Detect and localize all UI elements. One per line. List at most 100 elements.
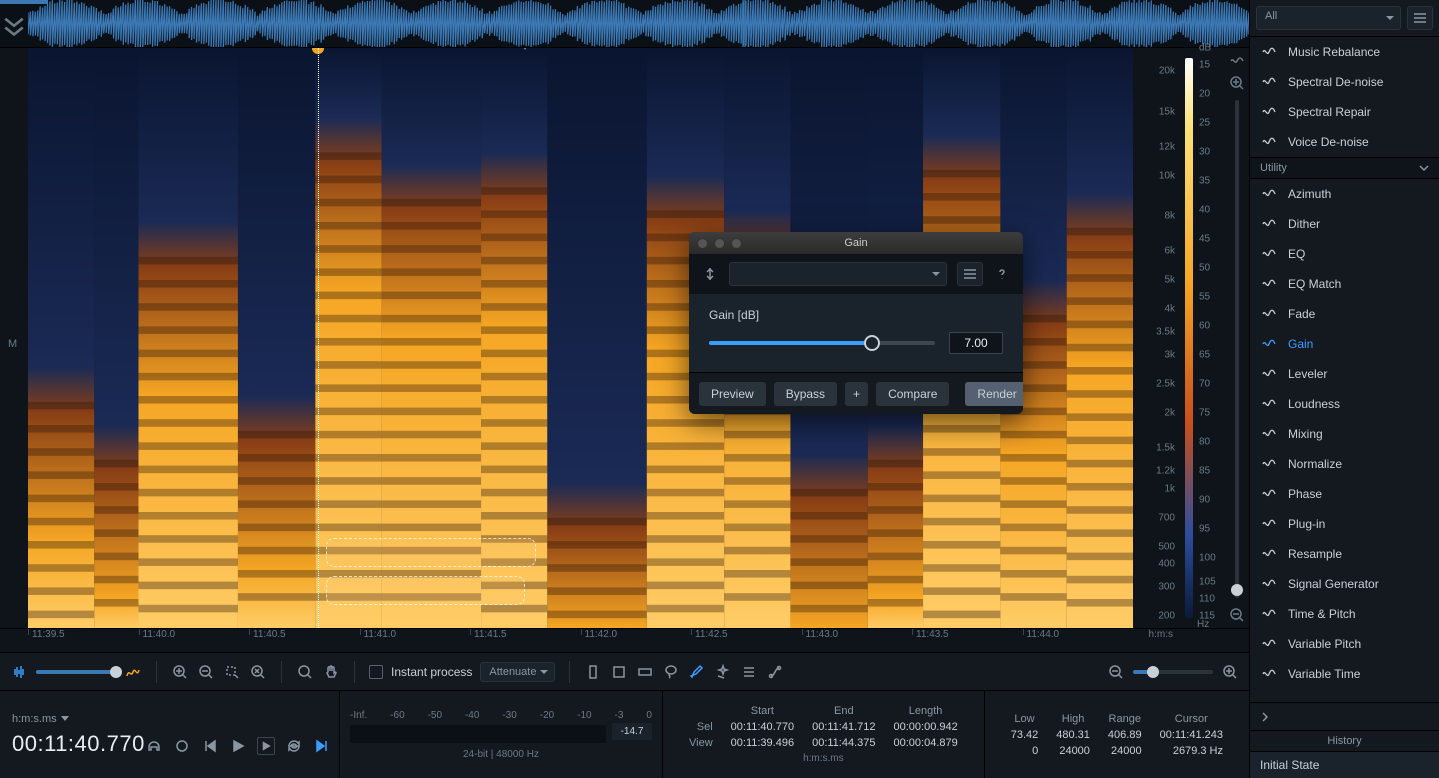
spectral-selection[interactable] <box>326 538 536 567</box>
amplitude-slider[interactable] <box>36 670 116 674</box>
grid-header <box>689 705 713 717</box>
add-button[interactable]: + <box>845 382 868 406</box>
vertical-zoom-slider[interactable] <box>1235 100 1239 598</box>
module-leveler[interactable]: Leveler <box>1250 359 1439 389</box>
utility-section-header[interactable]: Utility <box>1250 157 1439 179</box>
module-filter-dropdown[interactable]: All <box>1256 6 1401 30</box>
module-fade[interactable]: Fade <box>1250 299 1439 329</box>
module-label: Normalize <box>1288 457 1342 471</box>
preset-dropdown[interactable] <box>729 262 947 286</box>
instant-process-checkbox[interactable] <box>369 665 383 679</box>
module-variable-time[interactable]: Variable Time <box>1250 659 1439 689</box>
lasso-tool-icon[interactable] <box>662 663 680 681</box>
brush-tool-icon[interactable] <box>688 663 706 681</box>
freq-tick: 10k <box>1159 170 1175 181</box>
module-normalize[interactable]: Normalize <box>1250 449 1439 479</box>
search-icon[interactable] <box>296 663 314 681</box>
spectral-selection[interactable] <box>326 576 525 605</box>
waveform-toggle-icon[interactable] <box>10 663 28 681</box>
time-format-label[interactable]: h:m:s.ms <box>12 713 327 725</box>
zoom-out-icon[interactable] <box>197 663 215 681</box>
h-zoom-out-icon[interactable] <box>1107 663 1125 681</box>
anchor-marker-icon[interactable] <box>519 48 531 50</box>
module-gain[interactable]: Gain <box>1250 329 1439 359</box>
record-icon[interactable] <box>173 737 191 755</box>
rewind-icon[interactable] <box>201 737 219 755</box>
db-gradient <box>1185 58 1193 618</box>
module-menu-icon[interactable] <box>1407 6 1433 30</box>
wand-tool-icon[interactable] <box>714 663 732 681</box>
overview-playhead[interactable] <box>742 0 746 47</box>
module-eq[interactable]: EQ <box>1250 239 1439 269</box>
spectrogram-playhead[interactable] <box>318 48 319 628</box>
zoom-selection-icon[interactable] <box>223 663 241 681</box>
tf-select-icon[interactable] <box>610 663 628 681</box>
module-mixing[interactable]: Mixing <box>1250 419 1439 449</box>
module-label: Voice De-noise <box>1288 135 1369 149</box>
harmonic-select-icon[interactable] <box>740 663 758 681</box>
play-icon[interactable] <box>229 737 247 755</box>
gain-slider[interactable] <box>709 341 935 345</box>
play-selection-icon[interactable] <box>257 737 275 755</box>
freq-tick: 400 <box>1158 559 1175 570</box>
h-zoom-slider[interactable] <box>1133 670 1213 674</box>
module-dither[interactable]: Dither <box>1250 209 1439 239</box>
zoom-fit-icon[interactable] <box>249 663 267 681</box>
meter-tick: -3 <box>615 710 624 721</box>
gain-value-input[interactable] <box>949 332 1003 354</box>
bypass-button[interactable]: Bypass <box>774 382 837 406</box>
gain-dialog[interactable]: Gain Gain [dB] Preview Bypass + Compare … <box>689 232 1023 414</box>
freq-select-icon[interactable] <box>636 663 654 681</box>
module-eq-match[interactable]: EQ Match <box>1250 269 1439 299</box>
grid-header: Start <box>731 705 794 717</box>
spectrogram-toggle-icon[interactable] <box>124 663 142 681</box>
render-button[interactable]: Render <box>965 382 1023 406</box>
module-label: Fade <box>1288 307 1315 321</box>
process-mode-dropdown[interactable]: Attenuate <box>480 662 555 682</box>
module-music-rebalance[interactable]: Music Rebalance <box>1250 37 1439 67</box>
preview-button[interactable]: Preview <box>699 382 766 406</box>
zoom-in-v-icon[interactable] <box>1228 74 1246 92</box>
wave-view-icon[interactable] <box>1228 52 1246 70</box>
headphones-icon[interactable] <box>145 737 163 755</box>
channel-gutter: M <box>0 48 28 628</box>
grid-cell: 73.42 <box>1011 729 1039 741</box>
preset-menu-icon[interactable] <box>957 262 983 286</box>
loop-icon[interactable] <box>285 737 303 755</box>
module-resample[interactable]: Resample <box>1250 539 1439 569</box>
db-tick: 35 <box>1199 176 1210 187</box>
time-select-icon[interactable] <box>584 663 602 681</box>
overview-strip[interactable] <box>0 0 1249 48</box>
zoom-in-icon[interactable] <box>171 663 189 681</box>
freq-tick: 3.5k <box>1156 327 1175 338</box>
dialog-mode-icon[interactable] <box>701 265 719 283</box>
hand-tool-icon[interactable] <box>322 663 340 681</box>
db-color-scale: Hz dB15202530354045505560657075808590951… <box>1179 48 1225 628</box>
module-signal-generator[interactable]: Signal Generator <box>1250 569 1439 599</box>
zoom-out-v-icon[interactable] <box>1228 606 1246 624</box>
module-loudness[interactable]: Loudness <box>1250 389 1439 419</box>
module-voice-denoise[interactable]: Voice De-noise <box>1250 127 1439 157</box>
freq-tick: 700 <box>1158 512 1175 523</box>
module-azimuth[interactable]: Azimuth <box>1250 179 1439 209</box>
module-spectral-repair[interactable]: Spectral Repair <box>1250 97 1439 127</box>
module-variable-pitch[interactable]: Variable Pitch <box>1250 629 1439 659</box>
overview-waveform[interactable] <box>28 0 1249 47</box>
help-icon[interactable] <box>993 265 1011 283</box>
history-item[interactable]: Initial State <box>1250 752 1439 778</box>
skip-icon[interactable] <box>313 737 331 755</box>
module-chain-expand[interactable] <box>1250 702 1439 730</box>
module-phase[interactable]: Phase <box>1250 479 1439 509</box>
module-time-pitch[interactable]: Time & Pitch <box>1250 599 1439 629</box>
h-zoom-in-icon[interactable] <box>1221 663 1239 681</box>
current-time-display: 00:11:40.770 <box>12 731 145 757</box>
module-spectral-denoise[interactable]: Spectral De-noise <box>1250 67 1439 97</box>
grid-sublabel: h:m:s.ms <box>689 753 958 764</box>
curve-tool-icon[interactable] <box>766 663 784 681</box>
time-tick: 11:41.0 <box>360 629 471 652</box>
dialog-titlebar[interactable]: Gain <box>689 232 1023 254</box>
overview-collapse-icon[interactable] <box>0 0 28 47</box>
compare-button[interactable]: Compare <box>876 382 949 406</box>
module-plugin[interactable]: Plug-in <box>1250 509 1439 539</box>
time-ruler[interactable]: 11:39.511:40.011:40.511:41.011:41.511:42… <box>0 628 1249 652</box>
